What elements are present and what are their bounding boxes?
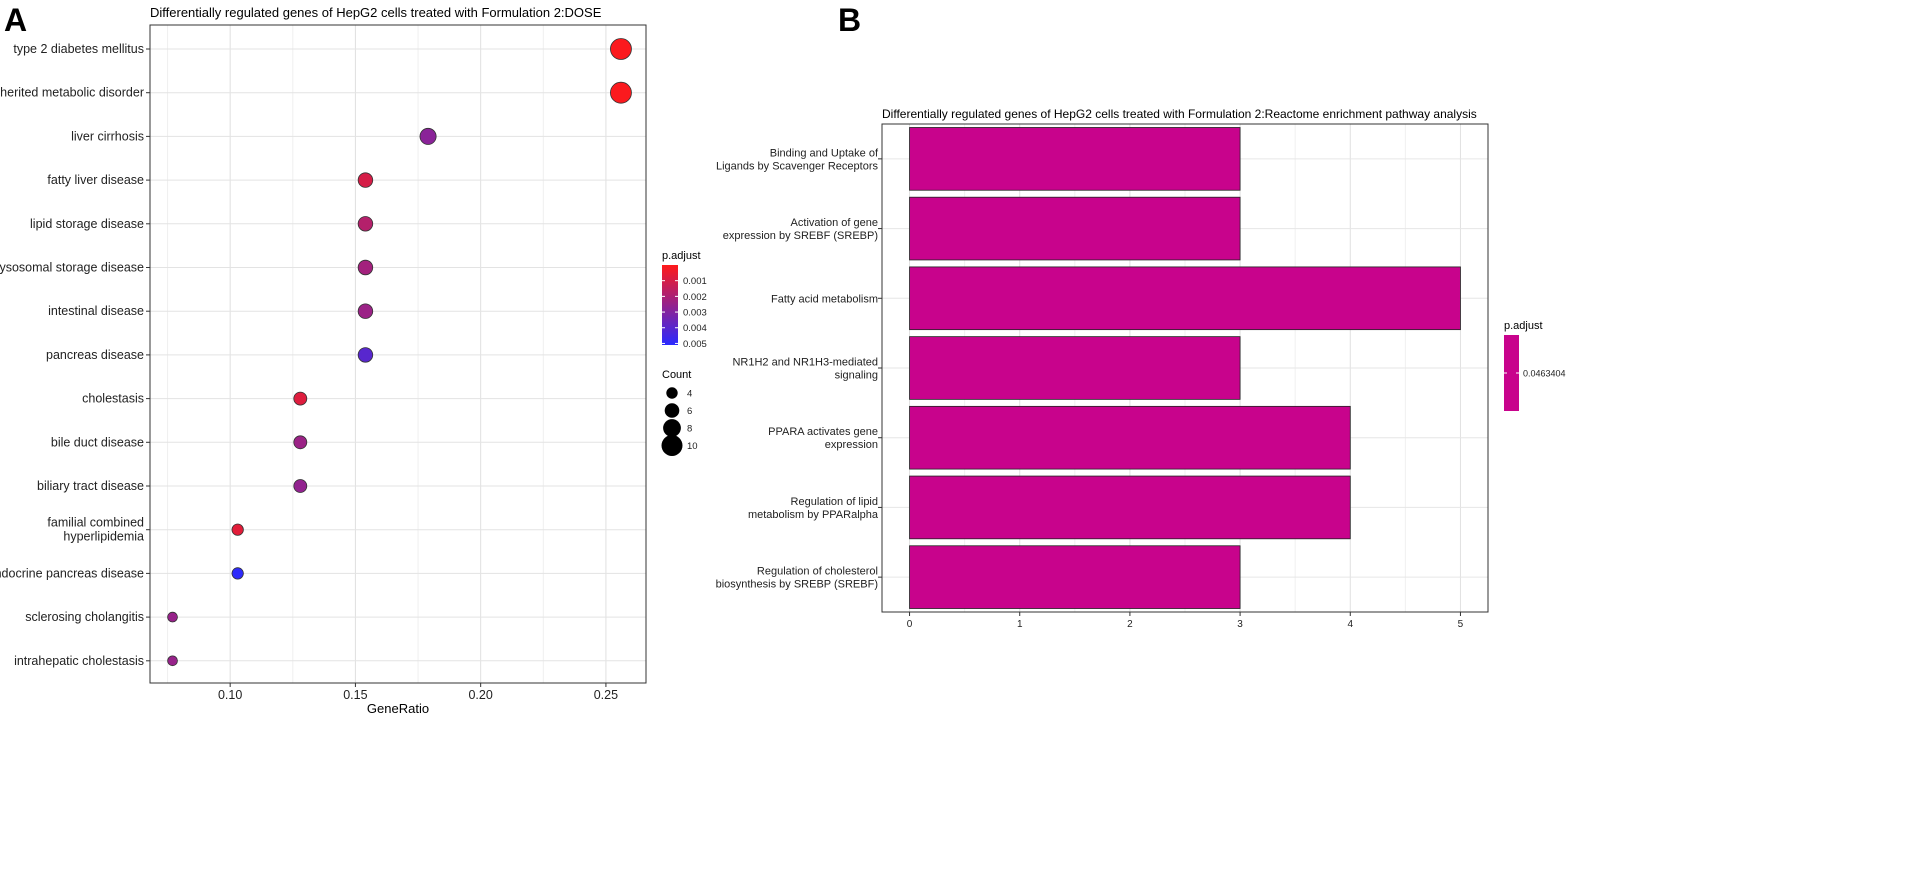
- chart-b-bar: [909, 475, 1351, 540]
- chart-a-size-legend-label: 10: [687, 441, 698, 452]
- chart-a-x-tick-label: 0.15: [343, 688, 367, 702]
- chart-a-y-tick-label: liver cirrhosis: [71, 129, 144, 143]
- chart-b-y-tick-label: NR1H2 and NR1H3-mediated signaling: [732, 357, 878, 382]
- chart-a-y-tick-label: type 2 diabetes mellitus: [13, 42, 144, 56]
- chart-a-size-legend-key: [661, 435, 683, 456]
- chart-a-y-tick-label: bile duct disease: [51, 435, 144, 449]
- chart-a-point: [167, 655, 178, 667]
- chart-a-size-legend-label: 8: [687, 424, 692, 435]
- chart-a-y-tick-label: pancreas disease: [46, 348, 144, 362]
- chart-a-y-tick-label: sclerosing cholangitis: [25, 610, 144, 624]
- chart-a-color-tick-label: 0.002: [683, 292, 707, 303]
- chart-a-point: [167, 611, 178, 623]
- chart-b-color-bar: [1504, 335, 1519, 411]
- chart-b-bar: [909, 127, 1241, 191]
- chart-a-y-tick-label: lipid storage disease: [30, 217, 144, 231]
- chart-a-y-tick-label: familial combined hyperlipidemia: [47, 516, 144, 544]
- chart-a-color-tick-label: 0.005: [683, 339, 707, 350]
- chart-b-y-tick-label: Fatty acid metabolism: [771, 293, 878, 305]
- chart-a-y-tick-label: endocrine pancreas disease: [0, 566, 144, 580]
- chart-a-x-tick-label: 0.10: [218, 688, 242, 702]
- chart-b-x-tick-label: 0: [907, 619, 913, 630]
- chart-a-x-tick-label: 0.25: [594, 688, 618, 702]
- chart-a-title: Differentially regulated genes of HepG2 …: [150, 5, 602, 20]
- chart-a-y-tick-label: lysosomal storage disease: [0, 261, 144, 275]
- chart-b-y-tick-label: Regulation of lipid metabolism by PPARalp…: [748, 496, 879, 521]
- chart-a-point: [357, 216, 374, 232]
- chart-a-point: [231, 567, 244, 580]
- chart-b-bar: [909, 266, 1461, 331]
- chart-b-y-tick-label: PPARA activates gene expression: [768, 426, 878, 451]
- chart-a-point: [610, 81, 632, 104]
- chart-a-size-legend-label: 4: [687, 389, 692, 400]
- chart-a-point: [357, 303, 374, 319]
- chart-a-y-tick-label: intestinal disease: [48, 304, 144, 318]
- chart-a-size-legend-title: Count: [662, 369, 691, 381]
- chart-a-color-tick-label: 0.003: [683, 308, 707, 319]
- chart-a-size-legend-key: [663, 419, 681, 437]
- chart-a-color-legend-title: p.adjust: [662, 250, 701, 262]
- chart-b-x-tick-label: 4: [1347, 619, 1353, 630]
- chart-a-plot-border: [149, 24, 647, 684]
- chart-a-point: [231, 523, 244, 536]
- chart-a-color-bar: [662, 265, 678, 345]
- chart-b-x-tick-label: 3: [1237, 619, 1243, 630]
- chart-a-x-tick-label: 0.20: [468, 688, 492, 702]
- chart-b-y-tick-label: Regulation of cholesterol biosynthesis by…: [716, 566, 878, 591]
- panel-a-label: A: [4, 2, 28, 38]
- chart-a-point: [293, 479, 308, 493]
- chart-a-size-legend-key: [666, 387, 678, 399]
- chart-a-point: [357, 172, 374, 188]
- chart-a-color-tick-label: 0.004: [683, 323, 707, 334]
- chart-a-y-tick-label: fatty liver disease: [47, 173, 144, 187]
- chart-b-bar: [909, 196, 1241, 261]
- chart-a-x-axis-label: GeneRatio: [367, 701, 429, 716]
- chart-b-title: Differentially regulated genes of HepG2 …: [882, 107, 1477, 121]
- chart-a-size-legend-label: 6: [687, 406, 692, 417]
- chart-a-size-legend-key: [664, 403, 680, 418]
- chart-a-point: [610, 38, 632, 60]
- chart-b-x-tick-label: 1: [1017, 619, 1023, 630]
- chart-b-color-tick-label: 0.0463404: [1523, 369, 1566, 379]
- chart-a-point: [293, 435, 308, 450]
- chart-b-y-tick-label: Binding and Uptake of Ligands by Scavenge…: [716, 147, 879, 172]
- chart-b-y-tick-label: Activation of gene expression by SREBF (S…: [723, 217, 878, 242]
- chart-a-y-tick-label: cholestasis: [82, 392, 144, 406]
- chart-b-x-tick-label: 2: [1127, 619, 1133, 630]
- chart-b-plot-border: [881, 123, 1489, 613]
- chart-b-bar: [909, 545, 1241, 609]
- chart-a-point: [357, 259, 374, 276]
- chart-b-x-tick-label: 5: [1458, 619, 1464, 630]
- chart-a-point: [293, 391, 308, 406]
- chart-a-point: [419, 127, 437, 145]
- chart-b-bar: [909, 405, 1351, 470]
- chart-b-bar: [909, 336, 1241, 400]
- chart-a-point: [357, 347, 374, 363]
- panel-b-label: B: [838, 2, 862, 38]
- chart-b-color-legend-title: p.adjust: [1504, 320, 1543, 332]
- chart-a-y-tick-label: intrahepatic cholestasis: [14, 654, 144, 668]
- chart-a-color-tick-label: 0.001: [683, 276, 707, 287]
- chart-a-y-tick-label: biliary tract disease: [37, 479, 144, 493]
- chart-a-y-tick-label: inherited metabolic disorder: [0, 86, 144, 100]
